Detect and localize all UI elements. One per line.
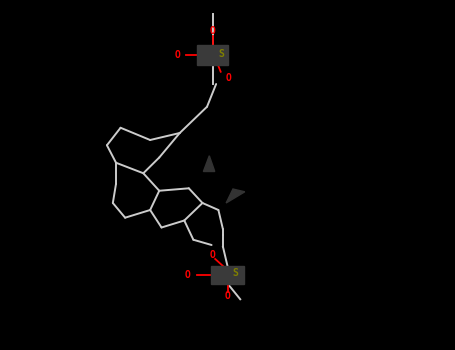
Polygon shape	[226, 189, 245, 203]
Text: O: O	[210, 27, 216, 36]
FancyBboxPatch shape	[197, 45, 228, 64]
FancyBboxPatch shape	[211, 266, 244, 284]
Text: S: S	[233, 268, 238, 278]
Text: O: O	[210, 251, 216, 260]
Text: O: O	[175, 50, 180, 60]
Text: O: O	[226, 73, 231, 83]
Polygon shape	[203, 156, 215, 172]
Text: S: S	[218, 49, 224, 58]
Text: O: O	[225, 291, 230, 301]
Text: O: O	[185, 270, 191, 280]
